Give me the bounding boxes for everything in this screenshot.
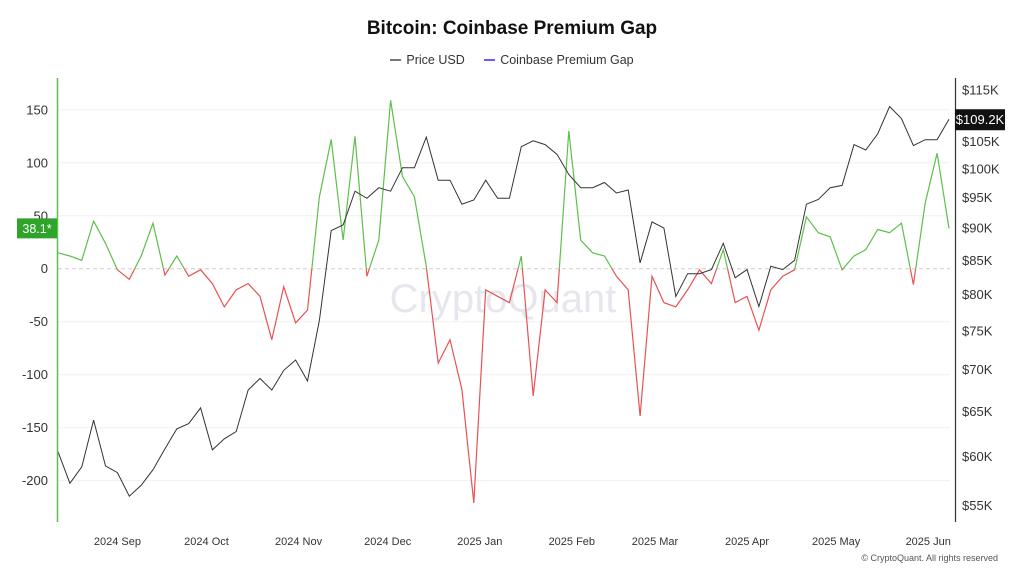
left-tick-label: -100: [22, 367, 48, 382]
premium-line-positive: [58, 100, 950, 269]
left-tick-label: 150: [26, 102, 48, 117]
legend-item-premium[interactable]: Coinbase Premium Gap: [484, 53, 634, 67]
right-tick-label: $85K: [962, 253, 993, 268]
left-tick-label: -50: [29, 314, 48, 329]
left-tick-label: 0: [41, 261, 48, 276]
legend-swatch-premium: [484, 59, 496, 61]
right-tick-label: $65K: [962, 404, 993, 419]
x-tick-label: 2025 Jun: [906, 536, 951, 548]
x-tick-label: 2024 Nov: [275, 536, 323, 548]
x-tick-label: 2024 Sep: [94, 536, 141, 548]
left-tick-label: -200: [22, 473, 48, 488]
legend: Price USD Coinbase Premium Gap: [0, 50, 1024, 67]
right-axis-ticks: $115K $105K $100K $95K $90K $85K $80K $75K $70K $…: [962, 83, 1000, 513]
x-tick-label: 2025 Feb: [549, 536, 595, 548]
legend-swatch-price: [390, 59, 402, 61]
right-tick-label: $95K: [962, 190, 993, 205]
x-axis-ticks: 2024 Sep 2024 Oct 2024 Nov 2024 Dec 2025 Jan…: [94, 536, 951, 548]
copyright: © CryptoQuant. All rights reserved: [861, 553, 998, 563]
x-tick-label: 2025 Jan: [457, 536, 502, 548]
x-tick-label: 2024 Dec: [364, 536, 412, 548]
right-tick-label: $55K: [962, 498, 993, 513]
left-tick-label: -150: [22, 420, 48, 435]
x-tick-label: 2025 Mar: [632, 536, 679, 548]
right-current-badge: $109.2K: [955, 109, 1005, 131]
legend-item-price[interactable]: Price USD: [390, 53, 465, 67]
right-current-value: $109.2K: [956, 112, 1005, 127]
right-tick-label: $90K: [962, 221, 993, 236]
x-tick-label: 2025 Apr: [725, 536, 769, 548]
right-tick-label: $105K: [962, 134, 1000, 149]
chart-title: Bitcoin: Coinbase Premium Gap: [366, 18, 658, 39]
x-tick-label: 2025 May: [812, 536, 861, 548]
right-tick-label: $60K: [962, 449, 993, 464]
right-tick-label: $115K: [962, 83, 999, 98]
right-tick-label: $80K: [962, 287, 993, 302]
right-tick-label: $100K: [962, 161, 1000, 176]
legend-label-price: Price USD: [406, 53, 465, 67]
x-tick-label: 2024 Oct: [184, 536, 229, 548]
left-tick-label: 100: [26, 155, 48, 170]
right-tick-label: $70K: [962, 362, 993, 377]
left-current-badge: 38.1*: [17, 218, 57, 239]
premium-line-negative: [116, 268, 917, 503]
legend-label-premium: Coinbase Premium Gap: [500, 53, 634, 67]
left-current-value: 38.1*: [22, 222, 51, 236]
gridlines: [58, 109, 950, 482]
price-line: [57, 105, 950, 498]
right-tick-label: $75K: [962, 323, 993, 338]
